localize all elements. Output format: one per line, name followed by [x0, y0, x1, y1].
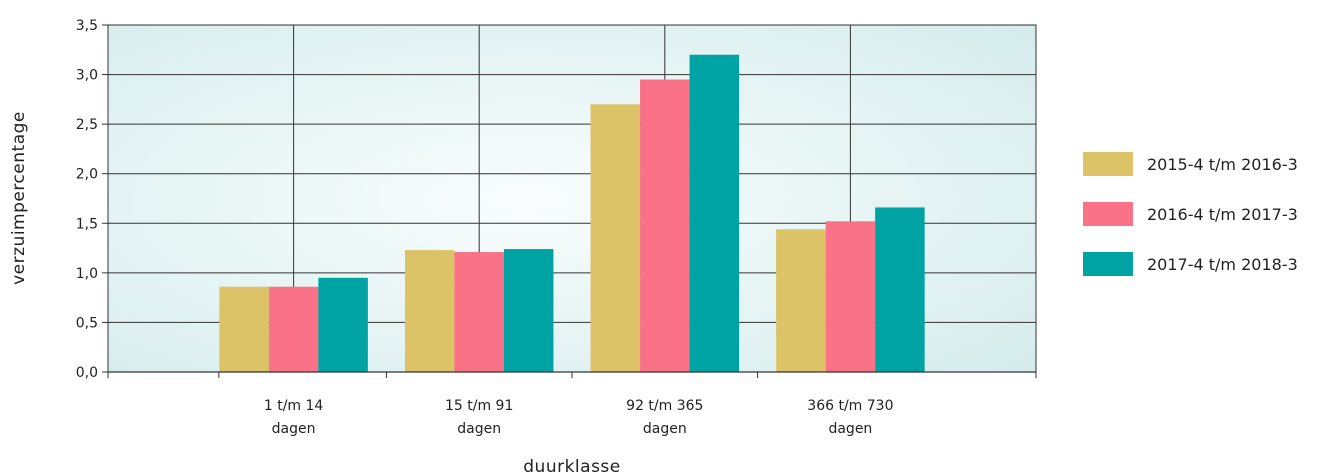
bar [640, 79, 690, 373]
y-tick-label: 3,5 [76, 18, 98, 34]
y-tick-label: 1,0 [76, 266, 98, 282]
legend: 2015-4 t/m 2016-3 2016-4 t/m 2017-3 2017… [1083, 152, 1298, 302]
bar [825, 221, 876, 372]
bar [219, 286, 269, 372]
y-tick-label: 0,0 [76, 365, 98, 381]
legend-item: 2015-4 t/m 2016-3 [1083, 152, 1298, 176]
x-tick-label: 92 t/m 365 dagen [626, 398, 703, 437]
x-tick-labels: 1 t/m 14 dagen 15 t/m 91 dagen 92 t/m 365 dag… [264, 398, 894, 437]
bar [689, 54, 740, 372]
legend-item: 2016-4 t/m 2017-3 [1083, 202, 1298, 226]
x-tick-label: 15 t/m 91 dagen [445, 398, 513, 437]
x-tick-label: 1 t/m 14 dagen [264, 398, 324, 437]
bar [776, 229, 826, 372]
legend-label: 2017-4 t/m 2018-3 [1147, 254, 1298, 274]
bar [503, 249, 554, 372]
x-axis-title: duurklasse [523, 457, 621, 475]
bar [404, 250, 455, 372]
legend-label: 2016-4 t/m 2017-3 [1147, 204, 1298, 224]
x-tick-label: 366 t/m 730 dagen [807, 398, 893, 437]
legend-swatch [1083, 152, 1133, 176]
bars [219, 54, 925, 373]
legend-label: 2015-4 t/m 2016-3 [1147, 154, 1298, 174]
y-tick-labels: 0,0 0,5 1,0 1,5 2,0 2,5 3,0 3,5 [76, 18, 98, 381]
bar [268, 286, 319, 372]
axes [102, 24, 1037, 378]
bar [318, 277, 368, 372]
legend-swatch [1083, 202, 1133, 226]
y-axis-title: verzuimpercentage [9, 111, 29, 285]
bar [875, 207, 925, 372]
y-tick-label: 0,5 [76, 315, 98, 331]
bar [590, 104, 641, 373]
legend-swatch [1083, 252, 1133, 276]
y-tick-label: 1,5 [76, 216, 98, 232]
legend-item: 2017-4 t/m 2018-3 [1083, 252, 1298, 276]
y-tick-label: 3,0 [76, 68, 98, 84]
y-tick-label: 2,5 [76, 117, 98, 133]
y-tick-label: 2,0 [76, 167, 98, 183]
bar [454, 252, 504, 372]
